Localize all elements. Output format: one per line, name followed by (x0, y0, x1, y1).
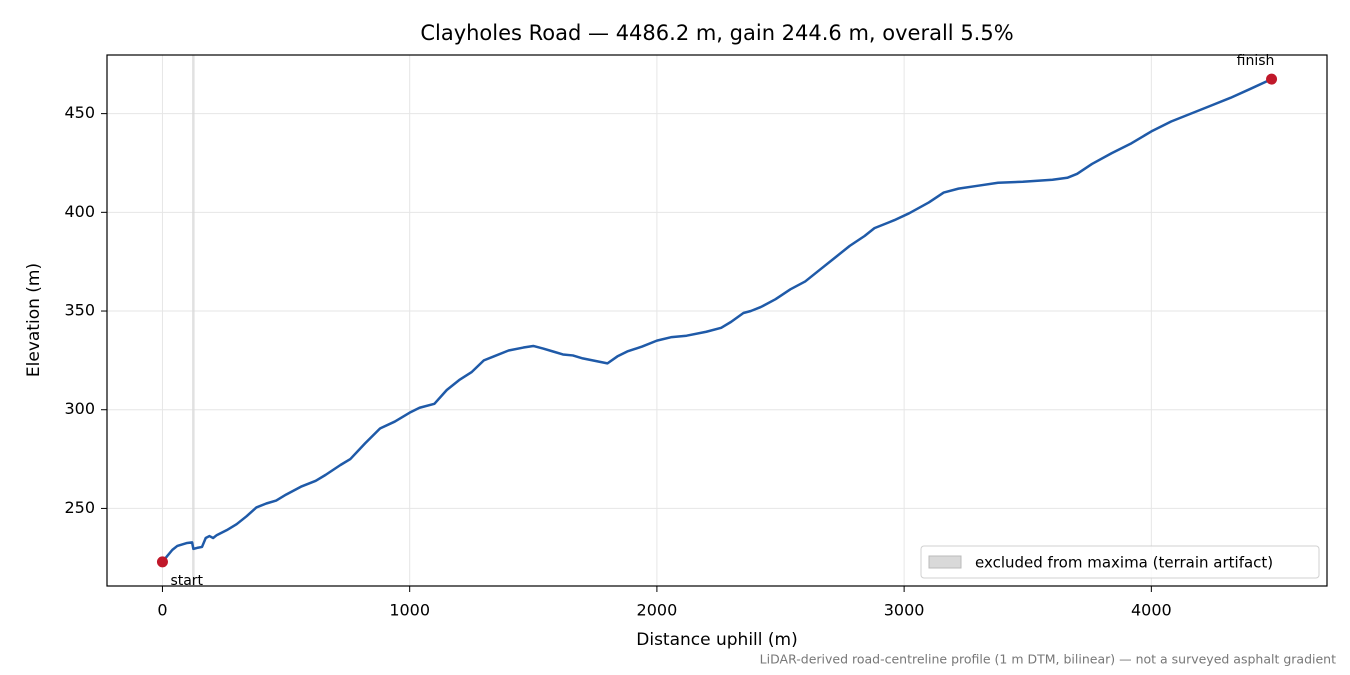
y-tick-label: 400 (64, 202, 95, 221)
y-tick-label: 450 (64, 103, 95, 122)
chart-title: Clayholes Road — 4486.2 m, gain 244.6 m,… (420, 21, 1013, 45)
endpoint-label: start (170, 573, 203, 589)
y-tick-label: 350 (64, 301, 95, 320)
x-tick-label: 2000 (637, 601, 678, 620)
x-tick-label: 1000 (389, 601, 430, 620)
y-tick-label: 250 (64, 498, 95, 517)
legend-swatch (928, 555, 962, 569)
endpoint-marker (1266, 73, 1278, 85)
y-axis-label: Elevation (m) (24, 263, 44, 377)
x-tick-label: 3000 (884, 601, 925, 620)
legend-box (920, 545, 1320, 579)
elevation-line (161, 77, 1273, 563)
axes-frame (106, 54, 1328, 587)
x-tick-label: 0 (157, 601, 167, 620)
y-tick-label: 300 (64, 399, 95, 418)
legend-label: excluded from maxima (terrain artifact) (975, 554, 1273, 572)
x-tick-label: 4000 (1131, 601, 1172, 620)
x-axis-label: Distance uphill (m) (636, 630, 797, 650)
footnote: LiDAR-derived road-centreline profile (1… (760, 652, 1336, 667)
excluded-band (192, 55, 195, 586)
endpoint-marker (156, 556, 168, 568)
endpoint-label: finish (1237, 53, 1275, 69)
